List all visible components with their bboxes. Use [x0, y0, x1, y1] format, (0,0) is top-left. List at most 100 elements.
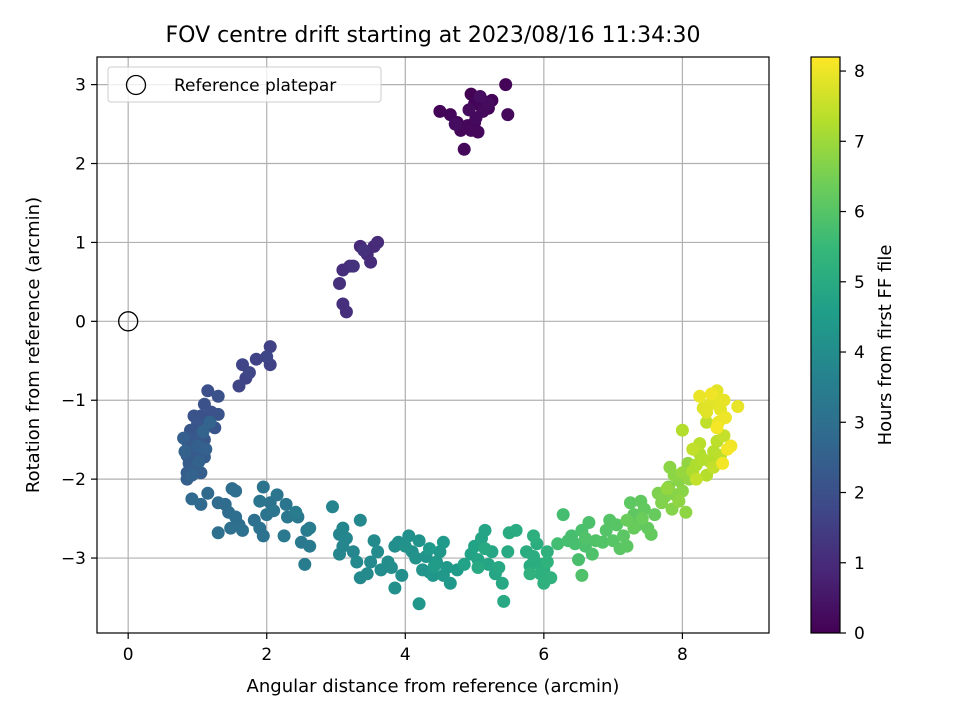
data-point-101 [277, 529, 291, 543]
data-point-138 [412, 597, 426, 611]
data-point-205 [644, 527, 658, 541]
data-point-248 [717, 393, 731, 407]
y-tick-label-4: −1 [61, 391, 86, 411]
colorbar [810, 56, 841, 634]
data-point-240 [689, 472, 703, 486]
data-point-22 [448, 117, 462, 131]
data-point-105 [298, 557, 312, 571]
data-point-95 [267, 504, 281, 518]
data-point-16 [457, 142, 471, 156]
data-point-120 [367, 534, 381, 548]
data-point-145 [423, 542, 436, 556]
data-point-92 [256, 480, 270, 494]
chart-title: FOV centre drift starting at 2023/08/16 … [166, 23, 701, 48]
data-point-229 [675, 423, 689, 437]
data-point-68 [177, 431, 191, 445]
data-point-43 [242, 366, 256, 380]
reference-point-layer [118, 311, 139, 332]
data-point-77 [194, 497, 208, 511]
data-point-127 [395, 568, 409, 582]
legend: Reference platepar [107, 66, 382, 103]
data-point-158 [495, 576, 509, 590]
data-point-118 [364, 555, 378, 569]
data-point-198 [620, 539, 634, 553]
colorbar-tick-label-2: 2 [854, 484, 865, 504]
data-point-137 [426, 568, 440, 582]
x-tick-label-4: 8 [677, 645, 688, 665]
data-point-78 [201, 486, 215, 500]
data-point-164 [509, 523, 523, 537]
data-point-115 [353, 513, 367, 527]
data-point-175 [544, 571, 558, 585]
data-point-257 [710, 421, 724, 435]
data-point-225 [675, 466, 689, 480]
data-point-110 [336, 521, 350, 535]
data-point-33 [339, 305, 353, 319]
data-point-197 [617, 529, 630, 543]
data-point-75 [203, 415, 217, 429]
data-point-108 [326, 500, 339, 514]
data-point-88 [236, 523, 249, 537]
data-point-45 [211, 389, 225, 403]
data-point-8 [433, 104, 447, 118]
data-point-147 [427, 559, 441, 573]
colorbar-tick-label-8: 8 [854, 62, 865, 82]
data-point-104 [303, 539, 317, 553]
colorbar-tick-label-5: 5 [854, 273, 865, 293]
data-point-176 [523, 567, 537, 581]
data-point-209 [635, 512, 649, 526]
data-point-31 [333, 277, 346, 290]
data-point-129 [402, 529, 416, 543]
data-point-188 [575, 568, 589, 582]
data-point-192 [599, 523, 613, 537]
y-tick-label-0: 3 [75, 76, 86, 96]
data-point-121 [371, 545, 385, 559]
y-tick-label-3: 0 [75, 312, 86, 332]
data-point-161 [478, 542, 492, 556]
colorbar-label: Hours from first FF file [875, 245, 896, 446]
data-point-28 [364, 255, 378, 269]
data-point-255 [716, 456, 730, 470]
data-point-40 [232, 379, 246, 393]
data-point-50 [211, 407, 225, 421]
data-point-178 [551, 537, 565, 551]
data-point-182 [568, 537, 582, 551]
data-point-174 [540, 545, 554, 559]
data-point-98 [279, 497, 293, 511]
data-point-256 [720, 442, 734, 456]
x-axis-label: Angular distance from reference (arcmin) [247, 676, 620, 697]
data-point-15 [471, 125, 485, 139]
y-tick-label-1: 2 [75, 155, 86, 175]
data-point-74 [196, 425, 210, 439]
data-point-179 [556, 508, 570, 522]
colorbar-tick-label-1: 1 [854, 554, 865, 574]
colorbar-tick-label-7: 7 [854, 132, 865, 152]
colorbar-tick-label-4: 4 [854, 343, 865, 363]
data-point-224 [660, 482, 674, 496]
data-point-160 [471, 561, 485, 574]
data-point-157 [492, 561, 506, 574]
plot-frame [96, 56, 770, 634]
data-point-73 [185, 468, 199, 482]
data-point-106 [303, 521, 317, 535]
legend-label-reference: Reference platepar [174, 76, 336, 96]
data-point-238 [686, 442, 700, 456]
data-point-159 [497, 594, 511, 608]
data-point-42 [260, 350, 274, 364]
data-point-250 [693, 389, 707, 403]
data-point-124 [384, 561, 398, 574]
data-point-162 [501, 545, 515, 559]
data-point-208 [620, 513, 634, 527]
data-point-153 [478, 523, 492, 537]
data-point-6 [499, 78, 513, 92]
data-point-97 [253, 494, 267, 508]
data-point-154 [481, 557, 495, 571]
data-point-133 [412, 534, 426, 548]
data-point-195 [610, 518, 624, 532]
data-point-252 [718, 411, 732, 425]
data-point-186 [582, 516, 596, 529]
data-point-116 [350, 555, 364, 569]
data-point-114 [346, 545, 360, 559]
data-point-183 [572, 553, 585, 567]
